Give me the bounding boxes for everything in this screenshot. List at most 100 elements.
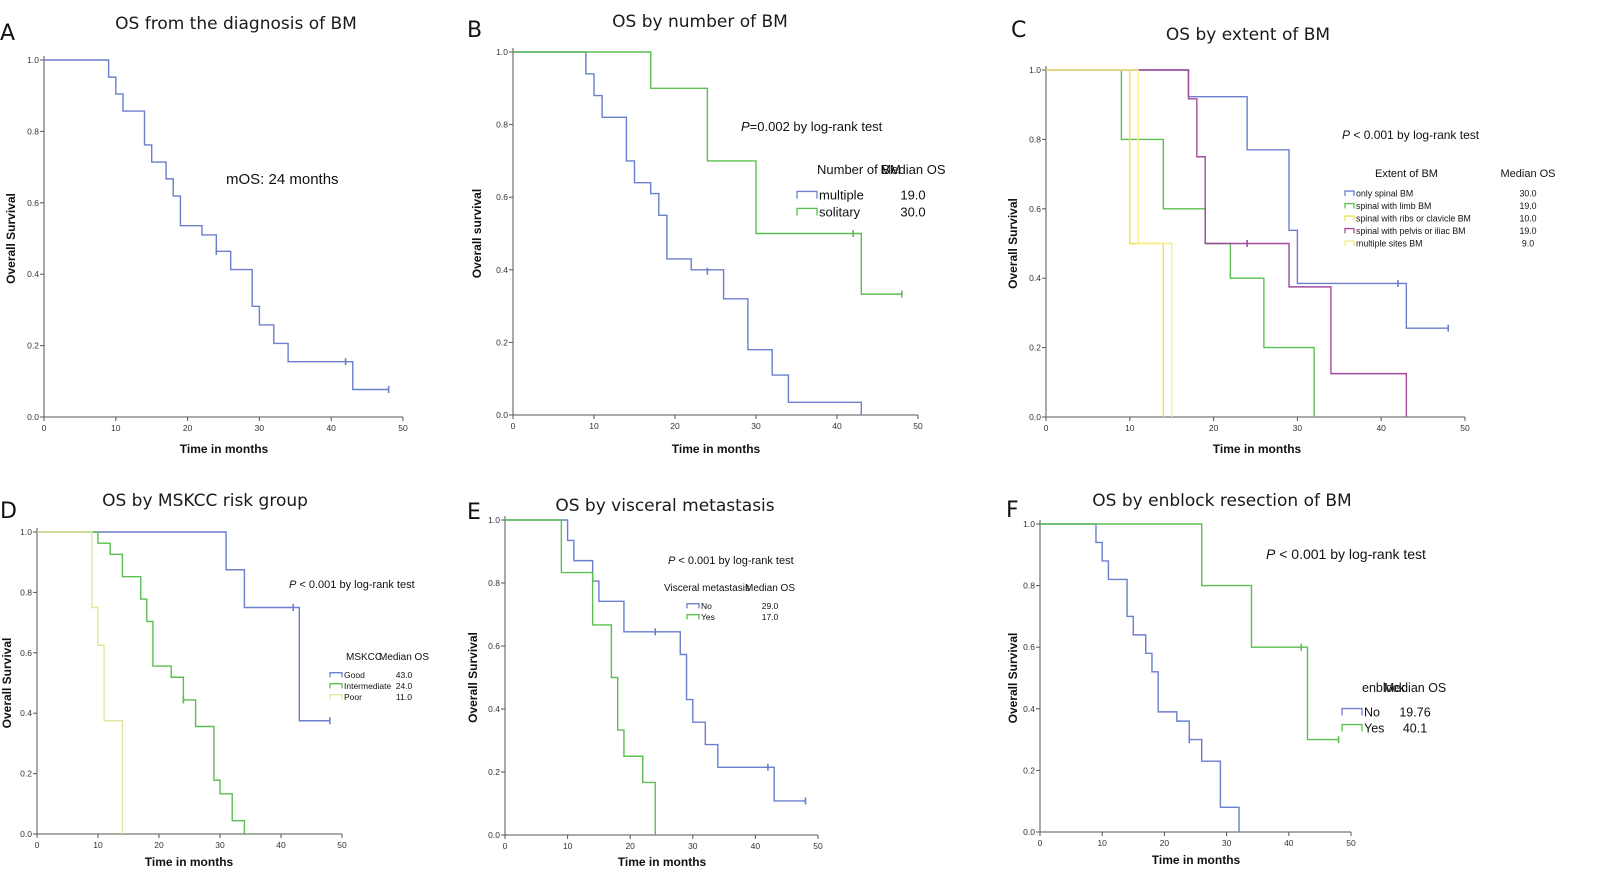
km-curve-all-patients	[44, 59, 389, 391]
x-axis-label: Time in months	[618, 855, 707, 869]
chart-title: OS by enblock resection of BM	[1092, 491, 1351, 511]
legend-median-value: 30.0	[900, 205, 925, 220]
x-tick-label: 0	[1038, 838, 1043, 848]
x-tick-label: 20	[1209, 423, 1219, 433]
x-tick-label: 20	[670, 421, 680, 431]
x-tick-label: 20	[154, 840, 164, 850]
legend-median-value: 29.0	[762, 601, 779, 611]
legend-swatch	[1344, 215, 1355, 221]
p-symbol: P	[1266, 546, 1276, 562]
legend-swatch	[329, 694, 343, 700]
legend-series-label: spinal with ribs or clavicle BM	[1356, 214, 1471, 224]
legend-title: Extent of BM	[1375, 168, 1438, 180]
y-tick-label: 0.8	[488, 578, 500, 588]
y-tick-label: 0.8	[1023, 581, 1035, 591]
legend-median-header: Median OS	[1384, 681, 1447, 695]
x-tick-label: 30	[751, 421, 761, 431]
legend-swatch	[796, 207, 818, 216]
km-curve-solitary	[513, 51, 902, 295]
legend-median-value: 43.0	[396, 670, 413, 680]
panel-letter: B	[467, 18, 482, 43]
panel-letter: E	[467, 500, 481, 525]
x-tick-label: 50	[813, 841, 823, 851]
panel-letter: D	[0, 499, 17, 524]
x-tick-label: 20	[183, 423, 193, 433]
x-tick-label: 30	[215, 840, 225, 850]
x-tick-label: 30	[1293, 423, 1303, 433]
km-panel-c: C OS by extent of BM 0 10 20 30 40 50 0.0 0.2 0.4 0…	[1006, 18, 1556, 456]
x-tick-label: 0	[1044, 423, 1049, 433]
km-curve-yes	[1040, 523, 1339, 741]
p-value-annotation: P < 0.001 by log-rank test	[668, 555, 794, 567]
legend-title: MSKCC	[346, 652, 382, 663]
legend-median-value: 24.0	[396, 681, 413, 691]
legend-swatch	[1344, 202, 1355, 209]
legend-series-label: Yes	[701, 612, 715, 622]
x-tick-label: 10	[563, 841, 573, 851]
y-tick-label: 1.0	[27, 55, 39, 65]
legend-median-header: Median OS	[880, 162, 945, 177]
x-tick-label: 50	[337, 840, 347, 850]
p-value-text: < 0.001 by log-rank test	[1275, 546, 1426, 562]
legend-median-value: 40.1	[1403, 721, 1427, 735]
legend-median-header: Median OS	[1500, 168, 1555, 180]
y-axis-label: Overall Survival	[0, 638, 14, 729]
x-tick-label: 10	[589, 421, 599, 431]
legend-swatch	[1341, 707, 1363, 716]
legend-median-value: 19.0	[900, 188, 925, 203]
legend-swatch	[1341, 723, 1363, 732]
y-tick-label: 0.4	[496, 265, 508, 275]
km-panel-f: F OS by enblock resection of BM 0 10 20 30 40 5…	[1006, 491, 1446, 867]
panel-letter: A	[0, 21, 15, 46]
legend-median-value: 19.0	[1519, 226, 1536, 236]
y-axis-label: Overall Survival	[4, 193, 18, 284]
y-tick-label: 0.8	[27, 126, 39, 136]
p-value-annotation: P < 0.001 by log-rank test	[1342, 128, 1480, 142]
legend-swatch	[686, 614, 700, 620]
x-axis-label: Time in months	[1152, 853, 1241, 867]
x-tick-label: 40	[832, 421, 842, 431]
x-tick-label: 40	[1376, 423, 1386, 433]
legend-median-value: 19.0	[1519, 201, 1536, 211]
legend-title: Visceral metastasis	[664, 583, 750, 594]
legend-median-value: 10.0	[1519, 214, 1536, 224]
p-value-text: < 0.001 by log-rank test	[675, 555, 793, 567]
y-axis-label: Overall survival	[470, 189, 484, 278]
x-tick-label: 30	[1222, 838, 1232, 848]
chart-title: OS by visceral metastasis	[555, 496, 774, 516]
km-curve-good	[37, 531, 330, 722]
legend-median-header: Median OS	[379, 652, 429, 663]
y-tick-label: 0.2	[1023, 765, 1035, 775]
km-panel-b: B OS by number of BM 0 10 20 30 40 50 0.0 0.2 0.4 0…	[467, 12, 946, 456]
x-tick-label: 0	[511, 421, 516, 431]
legend-series-label: multiple sites BM	[1356, 239, 1422, 249]
legend-swatch	[329, 683, 343, 689]
y-tick-label: 0.6	[488, 641, 500, 651]
y-tick-label: 0.2	[27, 341, 39, 351]
chart-title: OS by extent of BM	[1166, 25, 1330, 45]
legend-median-value: 11.0	[396, 692, 412, 702]
legend-median-value: 30.0	[1519, 189, 1536, 199]
legend-median-value: 9.0	[1522, 239, 1534, 249]
y-tick-label: 0.0	[1023, 827, 1035, 837]
y-tick-label: 0.6	[1029, 204, 1041, 214]
y-tick-label: 0.2	[488, 767, 500, 777]
y-tick-label: 0.4	[20, 708, 32, 718]
y-tick-label: 0.6	[27, 198, 39, 208]
legend-median-value: 19.76	[1399, 705, 1430, 719]
chart-title: OS by MSKCC risk group	[102, 491, 308, 511]
legend-series-label: Intermediate	[344, 681, 392, 691]
legend-median-header: Median OS	[745, 583, 795, 594]
km-curve-intermediate	[37, 531, 246, 834]
legend-series-label: No	[1364, 705, 1380, 719]
x-axis-label: Time in months	[180, 442, 269, 456]
y-tick-label: 1.0	[488, 515, 500, 525]
y-tick-label: 0.4	[1023, 704, 1035, 714]
y-axis-label: Overall Survival	[1006, 633, 1020, 724]
y-tick-label: 1.0	[20, 527, 32, 537]
x-axis-label: Time in months	[672, 442, 761, 456]
legend-series-label: only spinal BM	[1356, 189, 1413, 199]
legend-title: Number of BM	[817, 162, 901, 177]
legend-series-label: solitary	[819, 205, 861, 220]
